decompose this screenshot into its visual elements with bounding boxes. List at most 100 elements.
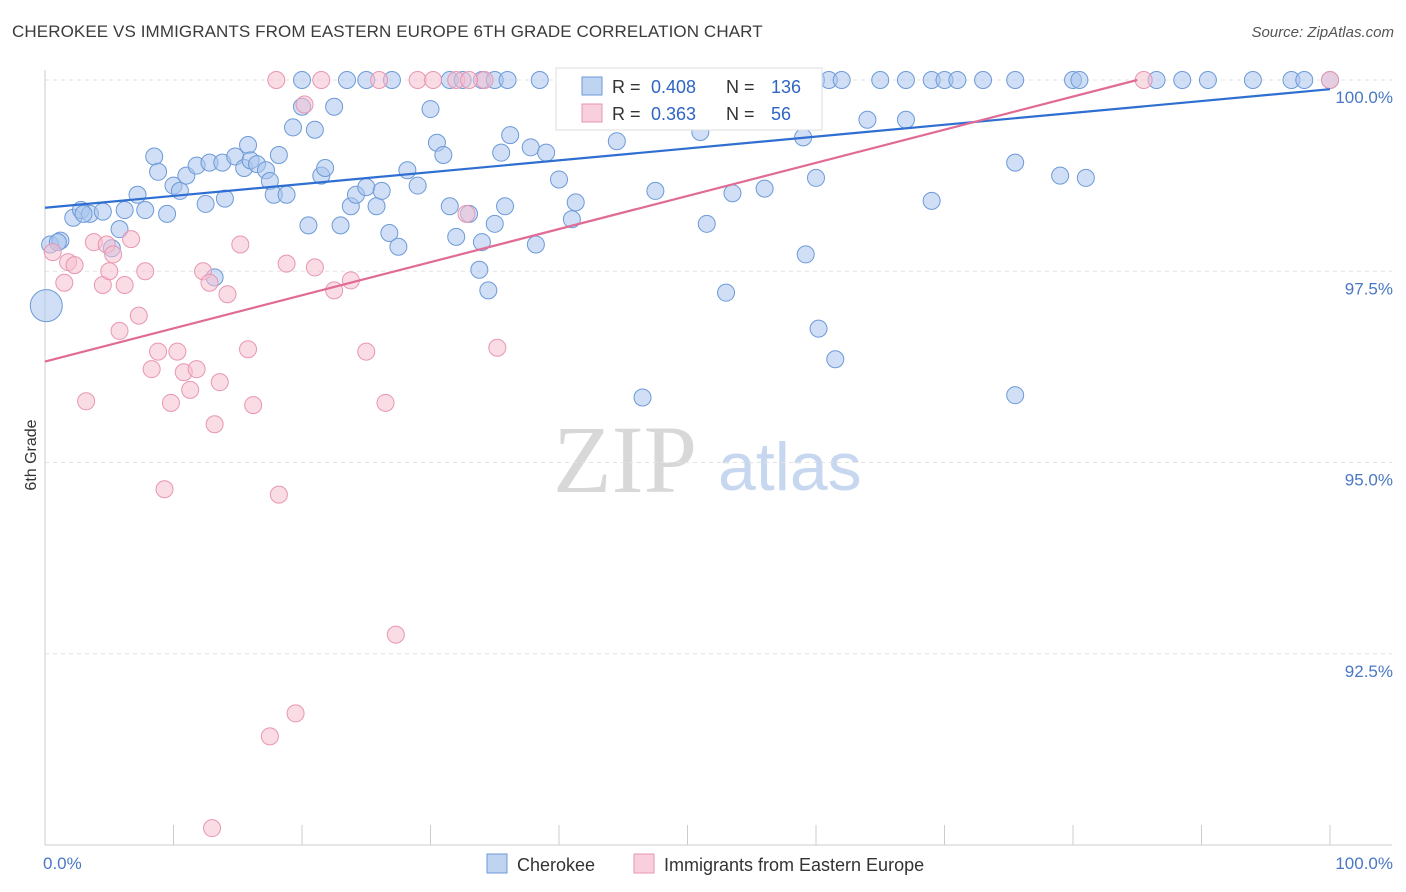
cherokee-point [1006,386,1025,405]
legend-r-value-pink: 0.363 [651,104,696,124]
y-tick-label-1: 97.5% [1345,279,1393,298]
immigrants-point [457,204,476,223]
cherokee-point [337,71,356,89]
cherokee-point [472,233,491,252]
immigrants-point [370,71,389,89]
cherokee-point [357,178,376,197]
cherokee-point [1051,166,1070,185]
immigrants-point [65,256,84,275]
cherokee-point [277,185,296,204]
immigrants-point [142,360,161,379]
cherokee-point [1076,168,1095,187]
cherokee-point [1295,71,1314,89]
cherokee-point [158,204,177,223]
immigrants-point [267,71,286,89]
cherokee-point [1006,71,1025,89]
immigrants-point [155,480,174,499]
cherokee-point [239,136,258,155]
cherokee-point [74,204,93,223]
cherokee-point [284,118,303,137]
y-tick-label-3: 92.5% [1345,662,1393,681]
legend-r-label-blue: R = [612,77,641,97]
cherokee-point [537,143,556,162]
watermark-atlas: atlas [718,429,862,505]
immigrants-point [136,262,155,281]
immigrants-trend-line [44,78,1138,363]
cherokee-point [434,145,453,164]
cherokee-point [398,161,417,180]
cherokee-point [1243,71,1262,89]
legend-n-value-blue: 136 [771,77,801,97]
cherokee-point [115,201,134,220]
tick-labels: 100.0% 97.5% 95.0% 92.5% 0.0% 100.0% [43,88,1393,873]
cherokee-point [305,120,324,139]
cherokee-point [896,71,915,89]
cherokee-point [858,110,877,129]
cherokee-point [408,176,427,195]
cherokee-point [562,210,581,229]
cherokee-point [389,237,408,256]
legend-n-label-pink: N = [726,104,755,124]
cherokee-point [948,71,967,89]
immigrants-point [205,415,224,434]
cherokee-point [717,283,736,302]
immigrants-point [203,819,222,838]
immigrants-point [460,71,479,89]
immigrants-point [386,625,405,644]
cherokee-point [485,214,504,233]
immigrants-point [286,704,305,723]
cherokee-point [196,194,215,213]
legend-bottom-label-cherokee: Cherokee [517,855,595,875]
cherokee-point [646,181,665,200]
cherokee-point [145,147,164,166]
watermark: ZIP atlas [553,406,862,513]
immigrants-point [115,276,134,295]
immigrants-point [269,485,288,504]
cherokee-point [974,71,993,89]
cherokee-point [110,220,129,239]
cherokee-point [723,184,742,203]
immigrants-point [77,392,96,411]
immigrants-point [218,285,237,304]
x-tick-label-1: 100.0% [1335,854,1393,873]
legend-bottom-label-immigrants: Immigrants from Eastern Europe [664,855,924,875]
cherokee-point [496,197,515,216]
y-axis-title: 6th Grade [23,419,40,490]
cherokee-point [697,214,716,233]
legend-r-label-pink: R = [612,104,641,124]
cherokee-point [367,197,386,216]
cherokee-point [566,193,585,212]
cherokee-point [809,319,828,338]
cherokee-point [492,143,511,162]
cherokee-point [440,197,459,216]
cherokee-point [633,388,652,407]
cherokee-point [796,245,815,264]
immigrants-point [357,342,376,361]
axes [44,70,1392,846]
cherokee-point [922,191,941,210]
immigrants-point [424,71,443,89]
immigrants-point [55,273,74,292]
cherokee-point [29,289,63,323]
cherokee-point [316,158,335,177]
immigrants-point [200,273,219,292]
immigrants-point [129,306,148,325]
immigrants-points [43,71,1339,838]
cherokee-point [530,71,549,89]
legend-bottom-swatch-immigrants [633,853,655,874]
immigrants-point [110,321,129,340]
cherokee-point [331,216,350,235]
immigrants-point [168,342,187,361]
cherokee-point [896,110,915,129]
cherokee-point [755,179,774,198]
legend-swatch-pink [581,103,603,123]
cherokee-point [421,100,440,119]
cherokee-point [299,216,318,235]
chart-title: CHEROKEE VS IMMIGRANTS FROM EASTERN EURO… [12,22,763,41]
immigrants-point [376,393,395,412]
immigrants-point [312,71,331,89]
cherokee-point [269,145,288,164]
y-tick-label-2: 95.0% [1345,471,1393,490]
cherokee-trend-line [44,88,1331,209]
